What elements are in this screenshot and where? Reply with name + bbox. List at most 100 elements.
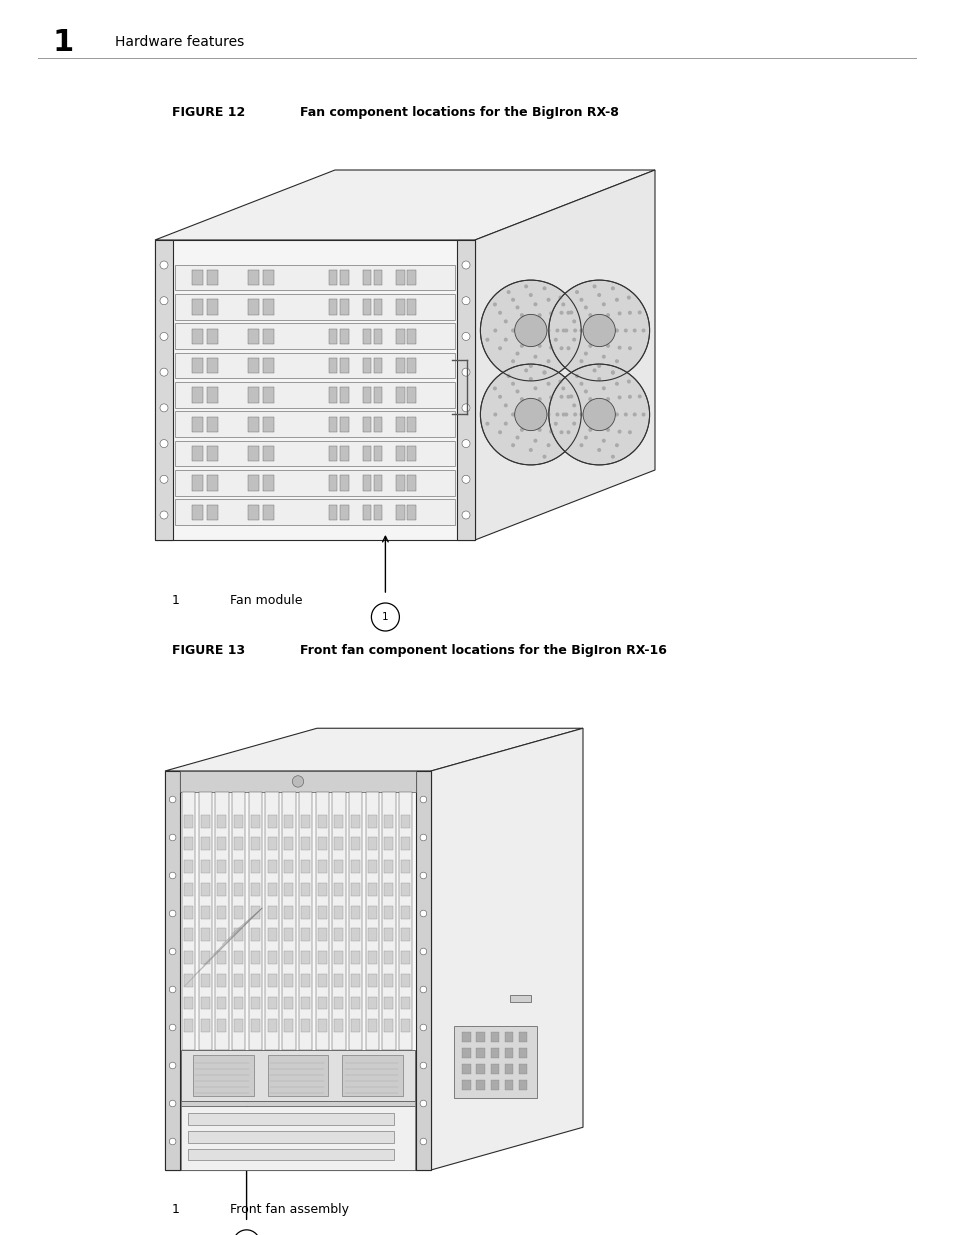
Circle shape [528,329,533,332]
Bar [362,475,371,490]
Circle shape [566,395,570,399]
Bar [334,974,343,987]
Bar [192,388,203,403]
Circle shape [549,430,553,433]
Circle shape [566,430,570,435]
Circle shape [597,364,600,368]
Bar [300,997,310,1009]
Bar [184,974,193,987]
Bar [251,860,259,873]
Circle shape [169,948,175,955]
Circle shape [615,298,618,301]
Circle shape [617,430,621,433]
Bar [384,997,393,1009]
Bar [284,929,293,941]
Bar [267,1019,276,1032]
Bar [267,929,276,941]
Circle shape [640,412,645,416]
Bar [461,1032,470,1042]
Bar [184,1019,193,1032]
Bar [367,837,376,851]
Bar [334,929,343,941]
Circle shape [493,329,497,332]
Bar [200,997,210,1009]
Circle shape [572,320,576,324]
Bar [367,860,376,873]
Bar [395,270,404,285]
Bar [367,929,376,941]
Bar [248,388,258,403]
Circle shape [542,454,546,458]
Bar [340,388,348,403]
Circle shape [519,343,523,348]
Circle shape [563,412,568,416]
Text: 1: 1 [172,594,180,606]
Circle shape [537,398,541,401]
Bar [407,329,416,343]
Bar [263,446,274,461]
Bar [248,505,258,520]
Bar [395,505,404,520]
Circle shape [493,412,497,416]
Circle shape [592,420,597,424]
Bar [184,815,193,827]
Polygon shape [154,240,172,540]
Circle shape [615,443,618,447]
Bar [233,997,243,1009]
Bar [367,951,376,965]
Circle shape [546,412,550,416]
Bar [398,792,412,1050]
Bar [193,1056,253,1095]
Bar [374,299,382,315]
Bar [300,815,310,827]
Circle shape [160,511,168,519]
Polygon shape [165,729,582,771]
Bar [400,1019,410,1032]
Bar [490,1049,498,1058]
Bar [284,837,293,851]
Bar [400,815,410,827]
Bar [174,382,455,408]
Circle shape [578,359,583,363]
Bar [284,951,293,965]
Circle shape [419,1139,426,1145]
Bar [188,1131,394,1142]
Circle shape [546,298,550,301]
Bar [207,416,218,432]
Bar [181,1100,415,1107]
Bar [384,837,393,851]
Bar [476,1032,484,1042]
Bar [251,883,259,895]
Bar [298,792,312,1050]
Bar [374,329,382,343]
Bar [384,974,393,987]
Bar [374,505,382,520]
Polygon shape [154,170,655,240]
Circle shape [419,1100,426,1107]
Bar [351,997,359,1009]
Circle shape [548,280,649,380]
Bar [248,358,258,373]
Circle shape [588,427,592,432]
Bar [362,505,371,520]
Circle shape [519,314,523,317]
Bar [367,1019,376,1032]
Circle shape [610,287,615,290]
Polygon shape [154,240,475,540]
Circle shape [511,298,515,301]
Circle shape [632,412,636,416]
Text: Front fan component locations for the BigIron RX-16: Front fan component locations for the Bi… [299,643,666,657]
Bar [317,883,326,895]
Bar [233,837,243,851]
Bar [395,416,404,432]
Circle shape [554,421,558,426]
Circle shape [605,427,610,432]
Bar [263,270,274,285]
Bar [174,353,455,378]
Bar [504,1063,513,1073]
Bar [454,1026,537,1098]
Circle shape [575,374,578,378]
Circle shape [583,389,587,394]
Circle shape [554,337,558,342]
Bar [340,416,348,432]
